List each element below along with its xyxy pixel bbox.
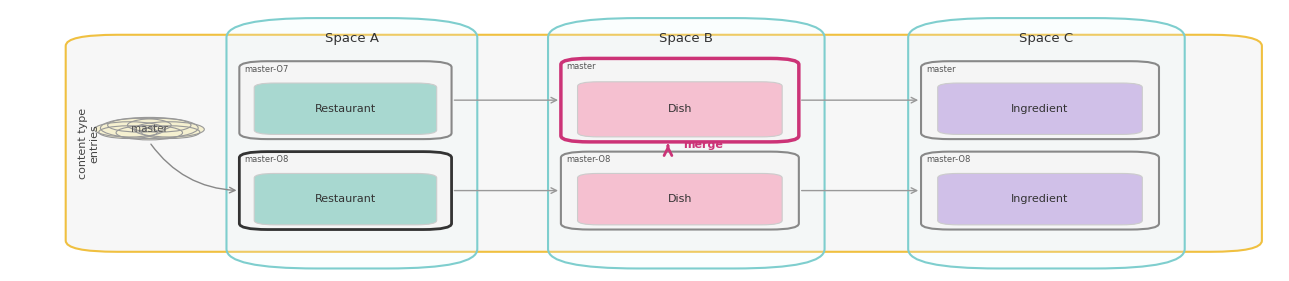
FancyBboxPatch shape — [227, 18, 477, 268]
FancyBboxPatch shape — [577, 173, 782, 225]
FancyBboxPatch shape — [937, 173, 1142, 225]
FancyBboxPatch shape — [937, 83, 1142, 134]
Circle shape — [134, 122, 204, 137]
FancyBboxPatch shape — [548, 18, 825, 268]
Text: merge: merge — [683, 140, 723, 150]
Text: master-O8: master-O8 — [245, 155, 289, 164]
Text: Dish: Dish — [668, 104, 692, 114]
Text: content type
entries: content type entries — [79, 108, 99, 179]
FancyBboxPatch shape — [254, 83, 437, 134]
FancyBboxPatch shape — [240, 61, 451, 139]
FancyBboxPatch shape — [240, 152, 451, 230]
Text: Space C: Space C — [1020, 32, 1074, 45]
Text: master-O7: master-O7 — [245, 65, 289, 74]
FancyBboxPatch shape — [66, 35, 1262, 252]
Text: Dish: Dish — [668, 194, 692, 204]
Text: master: master — [131, 124, 168, 133]
Text: Restaurant: Restaurant — [315, 194, 376, 204]
FancyBboxPatch shape — [909, 18, 1185, 268]
Circle shape — [107, 118, 171, 132]
Text: master-O8: master-O8 — [566, 155, 611, 164]
Circle shape — [99, 126, 157, 139]
Text: master-O8: master-O8 — [927, 155, 971, 164]
Text: Ingredient: Ingredient — [1012, 104, 1069, 114]
Text: Restaurant: Restaurant — [315, 104, 376, 114]
Text: Ingredient: Ingredient — [1012, 194, 1069, 204]
Circle shape — [128, 118, 191, 132]
FancyBboxPatch shape — [577, 82, 782, 137]
FancyBboxPatch shape — [561, 152, 799, 230]
FancyBboxPatch shape — [922, 152, 1159, 230]
Text: master: master — [566, 62, 596, 71]
Circle shape — [142, 126, 200, 139]
FancyBboxPatch shape — [561, 58, 799, 142]
Circle shape — [94, 122, 165, 137]
Text: Space B: Space B — [659, 32, 713, 45]
FancyBboxPatch shape — [254, 173, 437, 225]
Text: master: master — [927, 65, 956, 74]
FancyBboxPatch shape — [922, 61, 1159, 139]
Text: Space A: Space A — [325, 32, 379, 45]
Circle shape — [116, 126, 183, 140]
Circle shape — [101, 117, 199, 139]
